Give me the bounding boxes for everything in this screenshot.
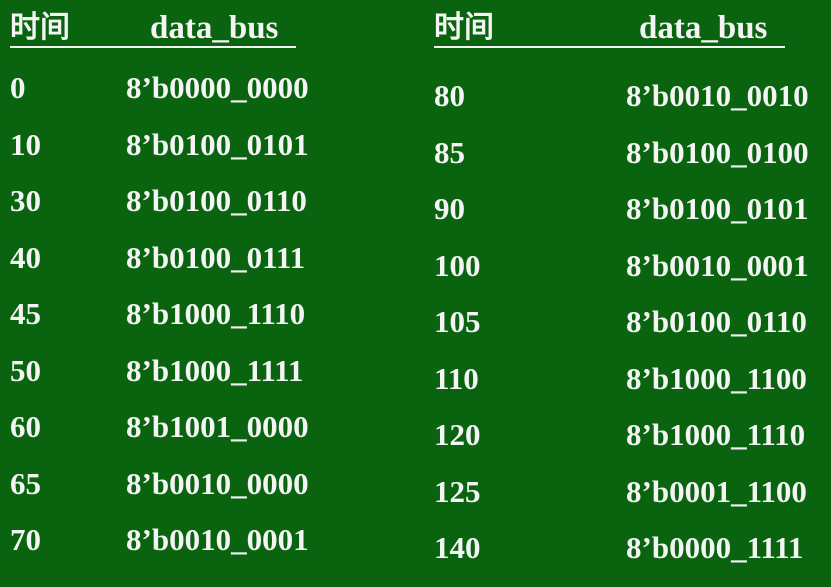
time-cell: 140 bbox=[434, 530, 481, 565]
table-row: 40 8’b0100_0111 bbox=[10, 240, 330, 297]
data-bus-cell: 8’b1001_0000 bbox=[126, 409, 309, 444]
data-bus-cell: 8’b0100_0100 bbox=[626, 134, 809, 170]
table-header: 时间 data_bus bbox=[10, 10, 296, 48]
table-row: 100 8’b0010_0001 bbox=[434, 248, 829, 305]
data-bus-cell: 8’b1000_1111 bbox=[126, 352, 304, 388]
table-row: 45 8’b1000_1110 bbox=[10, 296, 330, 353]
time-cell: 105 bbox=[434, 304, 481, 339]
data-bus-cell: 8’b0100_0110 bbox=[626, 304, 807, 339]
time-cell: 90 bbox=[434, 191, 465, 226]
table-row: 65 8’b0010_0000 bbox=[10, 466, 330, 523]
data-bus-cell: 8’b0100_0101 bbox=[626, 191, 809, 226]
table-row: 80 8’b0010_0010 bbox=[434, 78, 829, 135]
header-time-label: 时间 bbox=[10, 10, 70, 45]
data-bus-cell: 8’b1000_1100 bbox=[626, 360, 807, 396]
time-cell: 85 bbox=[434, 134, 465, 170]
table-row: 110 8’b1000_1100 bbox=[434, 361, 829, 418]
table-row: 140 8’b0000_1111 bbox=[434, 530, 829, 587]
data-bus-cell: 8’b0000_1111 bbox=[626, 530, 804, 565]
table-row: 120 8’b1000_1110 bbox=[434, 417, 829, 474]
data-bus-cell: 8’b0001_1100 bbox=[626, 473, 807, 509]
table-body: 80 8’b0010_0010 85 8’b0100_0100 90 8’b0100_… bbox=[434, 78, 829, 587]
time-cell: 80 bbox=[434, 78, 465, 113]
table-row: 30 8’b0100_0110 bbox=[10, 183, 330, 240]
table-row: 125 8’b0001_1100 bbox=[434, 474, 829, 531]
header-data-bus-label: data_bus bbox=[150, 10, 279, 46]
table-row: 50 8’b1000_1111 bbox=[10, 353, 330, 410]
table-row: 85 8’b0100_0100 bbox=[434, 135, 829, 192]
time-cell: 45 bbox=[10, 296, 41, 331]
header-time-label: 时间 bbox=[434, 10, 494, 45]
time-cell: 60 bbox=[10, 409, 41, 444]
time-cell: 110 bbox=[434, 360, 479, 396]
data-bus-cell: 8’b1000_1110 bbox=[126, 296, 306, 331]
data-bus-cell: 8’b0010_0000 bbox=[126, 465, 309, 501]
header-data-bus-label: data_bus bbox=[639, 10, 768, 46]
time-cell: 125 bbox=[434, 473, 481, 509]
time-cell: 0 bbox=[10, 70, 26, 105]
table-row: 105 8’b0100_0110 bbox=[434, 304, 829, 361]
time-cell: 70 bbox=[10, 522, 41, 557]
time-cell: 30 bbox=[10, 183, 41, 218]
time-cell: 100 bbox=[434, 247, 481, 283]
table-row: 70 8’b0010_0001 bbox=[10, 522, 330, 579]
table-header: 时间 data_bus bbox=[434, 10, 785, 48]
table-row: 0 8’b0000_0000 bbox=[10, 70, 330, 127]
data-bus-cell: 8’b0100_0101 bbox=[126, 126, 309, 162]
time-cell: 40 bbox=[10, 239, 41, 275]
table-row: 60 8’b1001_0000 bbox=[10, 409, 330, 466]
data-bus-cell: 8’b0100_0111 bbox=[126, 239, 306, 275]
data-bus-cell: 8’b0010_0001 bbox=[626, 247, 809, 283]
table-row: 90 8’b0100_0101 bbox=[434, 191, 829, 248]
table-row: 10 8’b0100_0101 bbox=[10, 127, 330, 184]
time-cell: 65 bbox=[10, 465, 41, 501]
data-bus-cell: 8’b0010_0001 bbox=[126, 522, 309, 557]
table-body: 0 8’b0000_0000 10 8’b0100_0101 30 8’b0100_0… bbox=[10, 70, 330, 579]
time-cell: 50 bbox=[10, 352, 41, 388]
data-bus-cell: 8’b0010_0010 bbox=[626, 78, 809, 113]
data-bus-cell: 8’b0000_0000 bbox=[126, 70, 309, 105]
data-bus-cell: 8’b0100_0110 bbox=[126, 183, 307, 218]
time-cell: 10 bbox=[10, 126, 41, 162]
data-bus-cell: 8’b1000_1110 bbox=[626, 417, 806, 452]
time-cell: 120 bbox=[434, 417, 481, 452]
